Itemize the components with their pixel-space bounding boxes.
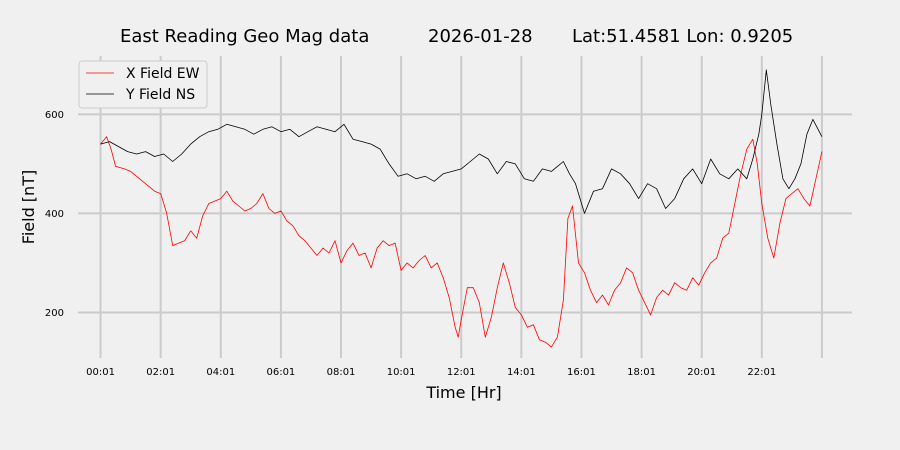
legend: X Field EW Y Field NS (78, 60, 208, 109)
chart-title-date: 2026-01-28 (428, 26, 533, 47)
y-tick-label: 400 (45, 209, 64, 220)
x-tick-label: 12:01 (447, 367, 476, 378)
x-tick-label: 04:01 (206, 367, 235, 378)
x-tick-label: 10:01 (387, 367, 416, 378)
x-tick-label: 22:01 (747, 367, 776, 378)
x-tick-label: 08:01 (327, 367, 356, 378)
y-axis-ticks: 200 400 600 (45, 110, 64, 319)
series-line-x-field (100, 136, 823, 348)
x-tick-label: 00:01 (86, 367, 115, 378)
x-tick-label: 06:01 (266, 367, 295, 378)
y-tick-label: 200 (45, 308, 64, 319)
chart-title-location: Lat:51.4581 Lon: 0.9205 (572, 26, 793, 47)
x-tick-label: 14:01 (507, 367, 536, 378)
x-axis-label: Time [Hr] (425, 383, 501, 402)
series-line-y-field (100, 69, 823, 214)
grid (78, 56, 852, 358)
x-axis-ticks: 00:01 02:01 04:01 06:01 08:01 10:01 12:01 14:01… (86, 367, 776, 378)
x-tick-label: 20:01 (687, 367, 716, 378)
x-tick-label: 16:01 (567, 367, 596, 378)
y-axis-label: Field [nT] (19, 170, 38, 244)
legend-label-x-field: X Field EW (126, 66, 200, 82)
chart-title-station: East Reading Geo Mag data (120, 26, 369, 47)
plot-area (100, 69, 823, 348)
x-tick-label: 02:01 (146, 367, 175, 378)
legend-label-y-field: Y Field NS (125, 87, 195, 103)
y-tick-label: 600 (45, 110, 64, 121)
x-tick-label: 18:01 (627, 367, 656, 378)
